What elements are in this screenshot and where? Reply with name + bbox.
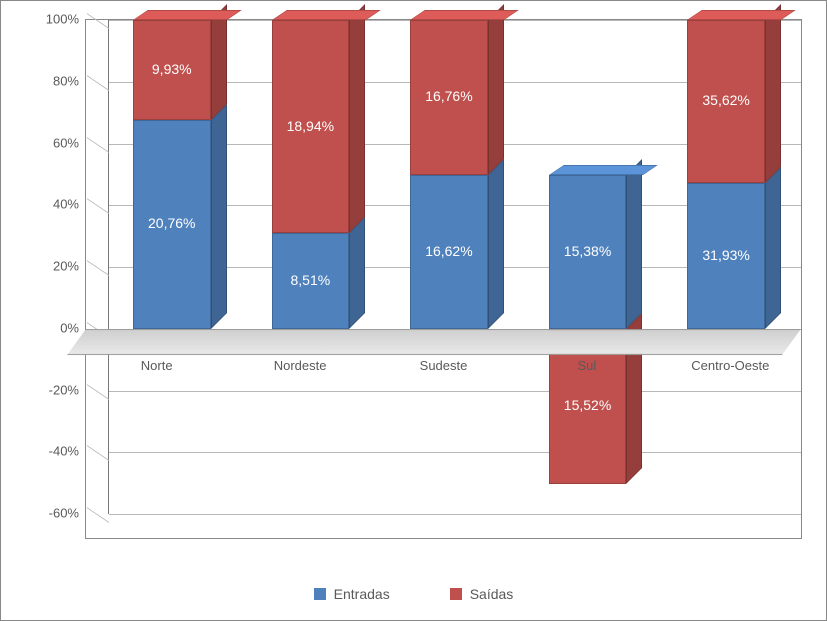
legend-swatch-entradas bbox=[314, 588, 326, 600]
y-tick-label: -20% bbox=[49, 382, 79, 397]
legend-swatch-saidas bbox=[450, 588, 462, 600]
y-tick-label: 20% bbox=[53, 259, 79, 274]
bar-slot: 15,38%15,52% bbox=[524, 20, 663, 514]
chart-frame: -60% -40% -20% 0% 20% 40% 60% 80% 100% 20,76%9,9… bbox=[0, 0, 827, 621]
category-axis: NorteNordesteSudesteSulCentro-Oeste bbox=[85, 358, 802, 378]
bar-segment: 8,51% bbox=[272, 233, 350, 329]
bar-slot: 16,62%16,76% bbox=[385, 20, 524, 514]
bar-segment: 9,93% bbox=[133, 20, 211, 120]
chart-floor bbox=[86, 329, 801, 355]
bar-slot: 31,93%35,62% bbox=[662, 20, 801, 514]
legend-label-saidas: Saídas bbox=[470, 586, 514, 602]
legend-item-entradas: Entradas bbox=[314, 586, 390, 602]
bar-slot: 8,51%18,94% bbox=[247, 20, 386, 514]
plot-area: -60%-40%-20%0%20%40%60%80%100% 20,76%9,9… bbox=[25, 19, 802, 539]
bar-segment: 16,62% bbox=[410, 175, 488, 329]
bar-segment: 20,76% bbox=[133, 120, 211, 329]
bar: 20,76%9,93% bbox=[133, 20, 211, 514]
plot: 20,76%9,93% 8,51%18,94% 16,62%16,76% 15,38%… bbox=[85, 19, 802, 539]
y-tick-label: 60% bbox=[53, 135, 79, 150]
category-label: Centro-Oeste bbox=[659, 358, 802, 378]
y-tick-label: 40% bbox=[53, 197, 79, 212]
legend-label-entradas: Entradas bbox=[334, 586, 390, 602]
y-tick-label: -40% bbox=[49, 444, 79, 459]
bar-segment: 15,38% bbox=[549, 175, 627, 329]
legend-item-saidas: Saídas bbox=[450, 586, 514, 602]
y-tick-label: 100% bbox=[46, 12, 79, 27]
bars-container: 20,76%9,93% 8,51%18,94% 16,62%16,76% 15,38%… bbox=[108, 20, 801, 514]
category-label: Norte bbox=[85, 358, 228, 378]
category-label: Sudeste bbox=[372, 358, 515, 378]
bar: 8,51%18,94% bbox=[272, 20, 350, 514]
category-label: Sul bbox=[515, 358, 658, 378]
bar-segment: 18,94% bbox=[272, 20, 350, 233]
bar: 16,62%16,76% bbox=[410, 20, 488, 514]
y-tick-label: -60% bbox=[49, 506, 79, 521]
bar: 31,93%35,62% bbox=[687, 20, 765, 514]
legend: Entradas Saídas bbox=[1, 580, 826, 608]
bar: 15,38%15,52% bbox=[549, 20, 627, 514]
category-label: Nordeste bbox=[228, 358, 371, 378]
y-tick-label: 0% bbox=[60, 320, 79, 335]
bar-slot: 20,76%9,93% bbox=[108, 20, 247, 514]
gridline bbox=[109, 514, 801, 515]
y-axis: -60%-40%-20%0%20%40%60%80%100% bbox=[25, 19, 85, 539]
bar-segment: 16,76% bbox=[410, 20, 488, 175]
y-tick-label: 80% bbox=[53, 73, 79, 88]
bar-segment: 31,93% bbox=[687, 183, 765, 329]
bar-segment: 35,62% bbox=[687, 20, 765, 183]
